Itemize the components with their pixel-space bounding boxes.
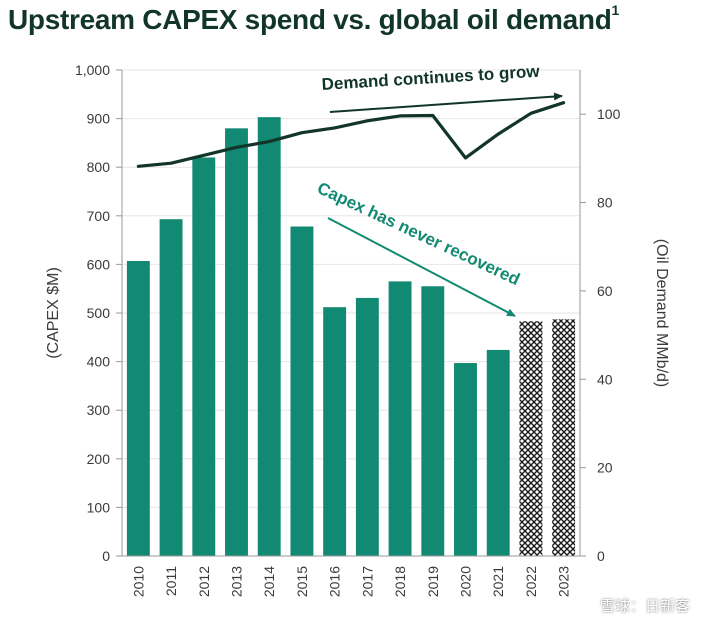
chart-title: Upstream CAPEX spend vs. global oil dema… (8, 1, 620, 36)
x-tick-label: 2011 (163, 566, 179, 596)
y-tick-label: 200 (87, 451, 111, 467)
x-tick-label: 2010 (130, 566, 146, 597)
y-tick-label: 300 (87, 402, 111, 418)
bar-forecast (552, 319, 576, 556)
y-tick-label: 1,000 (75, 62, 110, 78)
x-tick-label: 2021 (490, 566, 506, 597)
y2-tick-label: 0 (597, 548, 605, 564)
x-tick-label: 2014 (261, 566, 277, 597)
y2-tick-label: 100 (597, 106, 621, 122)
capex-annotation-text: Capex has never recovered (314, 178, 522, 289)
capex-annotation-arrow (327, 217, 516, 317)
y-tick-label: 500 (87, 305, 111, 321)
demand-annotation-arrow (329, 92, 563, 113)
x-tick-label: 2020 (458, 566, 474, 597)
y2-tick-label: 20 (597, 460, 613, 476)
bar (388, 281, 412, 556)
y2-tick-label: 40 (597, 371, 613, 387)
demand-annotation: Demand continues to grow (321, 62, 563, 113)
x-tick-label: 2015 (294, 566, 310, 597)
y-tick-label: 800 (87, 159, 111, 175)
bars (126, 117, 576, 557)
x-tick-label: 2022 (523, 566, 539, 597)
bar (290, 226, 314, 556)
x-tick-label: 2017 (359, 566, 375, 597)
title-footnote-marker: 1 (611, 1, 620, 18)
bar (323, 307, 347, 556)
x-tick-label: 2012 (196, 566, 212, 597)
axes (116, 69, 586, 557)
y-tick-label: 400 (87, 354, 111, 370)
y-tick-label: 600 (87, 256, 111, 272)
y-tick-label: 100 (87, 499, 111, 515)
x-tick-label: 2013 (229, 566, 245, 597)
bar (454, 363, 477, 556)
chart-title-text: Upstream CAPEX spend vs. global oil dema… (8, 4, 612, 35)
demand-line (136, 101, 566, 168)
x-tick-label: 2016 (327, 566, 343, 597)
watermark: 雪球：日新客 (599, 598, 690, 615)
demand-line-group (136, 101, 566, 168)
bar (126, 260, 150, 556)
bar (257, 117, 281, 556)
y-tick-label: 0 (102, 548, 110, 564)
y-tick-label: 700 (87, 208, 111, 224)
y2-tick-label: 60 (597, 283, 613, 299)
capex-annotation: Capex has never recovered (314, 178, 523, 317)
x-tick-label: 2023 (556, 566, 572, 597)
bar (355, 297, 379, 556)
bar-forecast (519, 321, 543, 556)
y-tick-label: 900 (87, 111, 111, 127)
y2-tick-label: 80 (597, 195, 613, 211)
x-tick-label: 2018 (392, 566, 408, 597)
bar (192, 157, 216, 557)
bar (486, 349, 510, 556)
bar (421, 286, 445, 556)
x-tick-label: 2019 (425, 566, 441, 597)
demand-annotation-text: Demand continues to grow (321, 62, 541, 94)
tick-labels: 0 100 200 300 400 500 600 700 800 900 1,000 0 20 40 60… (75, 62, 621, 597)
bar (159, 219, 183, 556)
y2-axis-title: (Oil Demand MMb/d) (653, 239, 670, 387)
bar (225, 128, 248, 556)
y-axis-title: (CAPEX $M) (45, 267, 62, 359)
